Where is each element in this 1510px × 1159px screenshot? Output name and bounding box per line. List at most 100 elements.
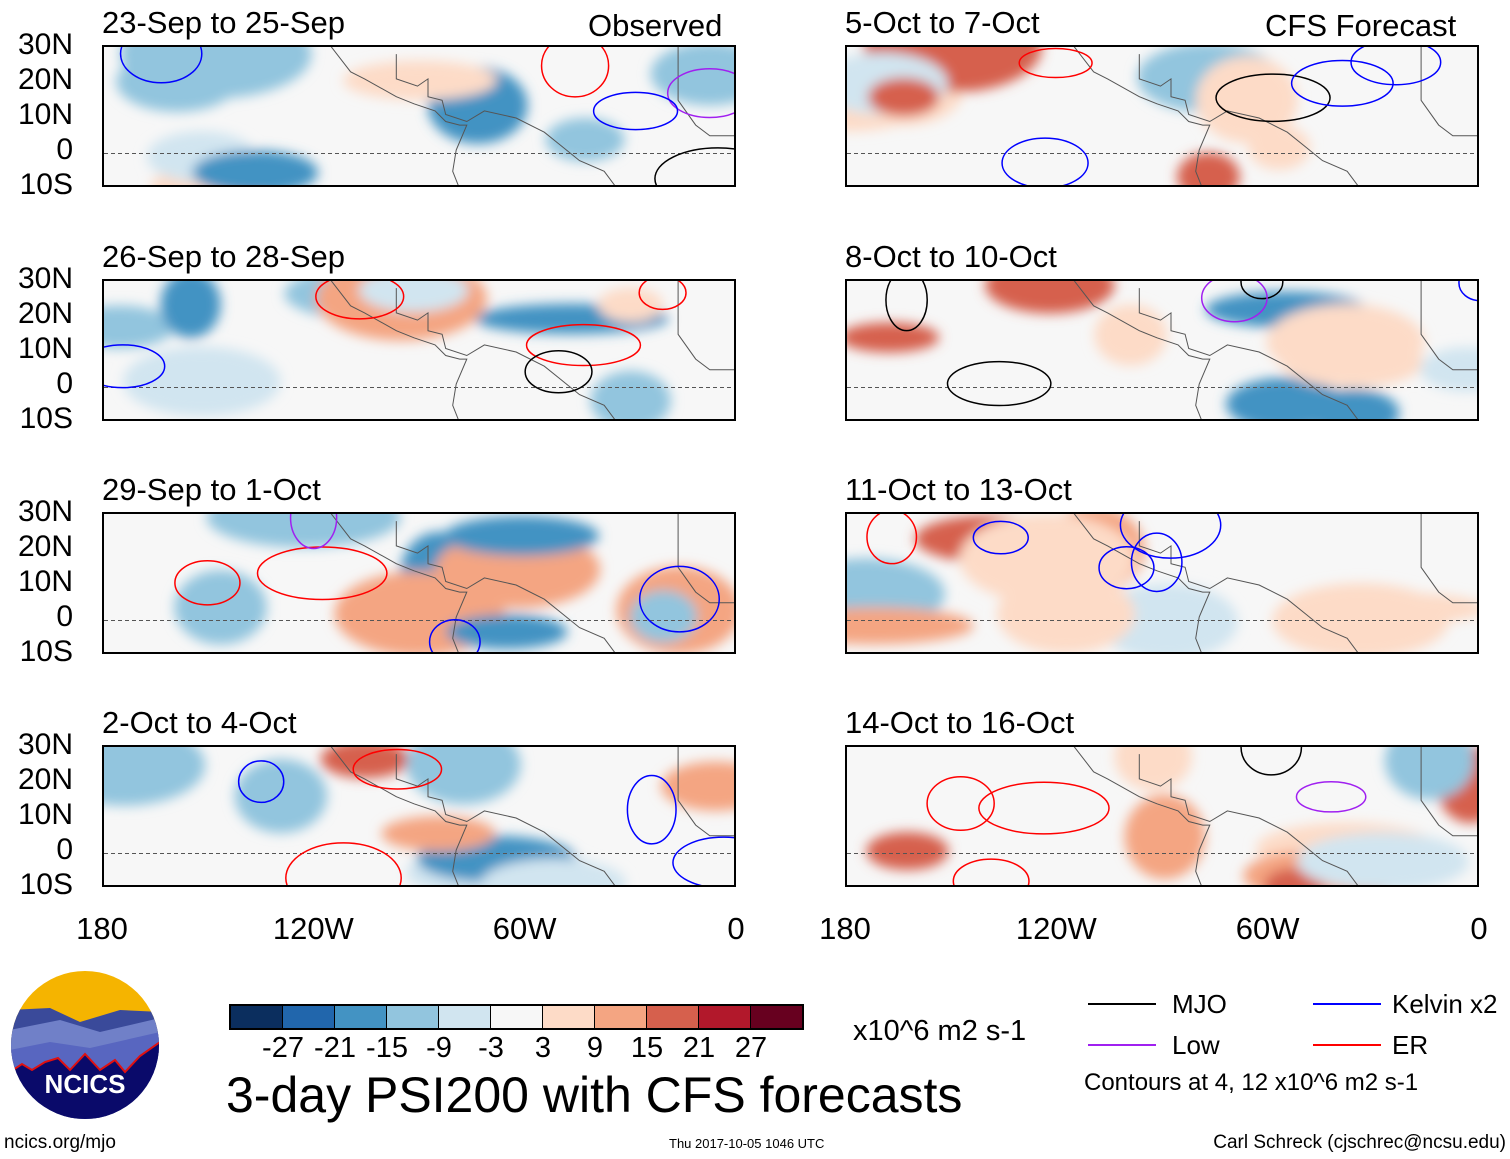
anomaly-blob <box>120 47 312 99</box>
contour <box>289 514 338 550</box>
coastline <box>1420 514 1477 604</box>
lat-label: 30N <box>17 728 73 761</box>
colorbar-tick: -21 <box>314 1032 356 1064</box>
contour <box>1240 281 1284 300</box>
lat-label: 20N <box>17 297 73 330</box>
contour <box>638 281 687 311</box>
panel-title: 2-Oct to 4-Oct <box>102 705 297 740</box>
contours-note: Contours at 4, 12 x10^6 m2 s-1 <box>1084 1069 1419 1096</box>
map-panel-forecast-3 <box>845 512 1479 654</box>
footer-credit: Carl Schreck (cjschrec@ncsu.edu) <box>1213 1132 1506 1153</box>
colorbar-swatch <box>751 1006 802 1028</box>
contour <box>540 47 610 98</box>
observed-label: Observed <box>588 8 723 43</box>
anomaly-blob <box>629 590 698 643</box>
figure-title: 3-day PSI200 with CFS forecasts <box>226 1067 963 1123</box>
anomaly-blob <box>545 117 625 162</box>
anomaly-blob <box>234 759 328 833</box>
legend-er-line <box>1313 1044 1381 1046</box>
coastline <box>395 521 616 652</box>
colorbar-tick: 15 <box>630 1032 664 1064</box>
contour <box>972 520 1029 555</box>
footer-url[interactable]: ncics.org/mjo <box>4 1132 116 1153</box>
panel-title: 29-Sep to 1-Oct <box>102 472 321 507</box>
anomaly-blob <box>866 832 949 871</box>
coastline <box>395 54 616 185</box>
colorbar-swatch <box>491 1006 543 1028</box>
ncics-logo: NCICS <box>11 971 159 1119</box>
contour <box>666 68 734 119</box>
anomaly-blob <box>1384 747 1475 800</box>
lat-label: 10S <box>19 168 73 201</box>
contour <box>1295 780 1367 813</box>
lat-label: 10S <box>19 868 73 901</box>
coastline <box>1138 288 1359 419</box>
anomaly-blob <box>1114 747 1192 791</box>
colorbar-swatch <box>335 1006 387 1028</box>
anomaly-blob <box>343 60 498 101</box>
anomaly-blob <box>358 281 469 313</box>
anomaly-blob <box>104 305 175 349</box>
timestamp: Thu 2017-10-05 1046 UTC <box>669 1136 825 1151</box>
anomaly-blob <box>1296 832 1469 885</box>
legend-kelvin: Kelvin x2 <box>1392 989 1498 1019</box>
contour <box>654 147 734 185</box>
anomaly-blob <box>104 747 206 806</box>
lat-label: 30N <box>17 262 73 295</box>
contour <box>285 842 402 885</box>
lat-label: 0 <box>56 600 73 633</box>
contour <box>256 546 388 601</box>
coastline <box>677 47 734 137</box>
panel-title: 26-Sep to 28-Sep <box>102 239 346 274</box>
map-panel-forecast-4 <box>845 745 1479 887</box>
contour <box>524 350 593 394</box>
anomaly-blob <box>1124 794 1206 880</box>
anomaly-blob <box>1096 583 1238 652</box>
anomaly-blob <box>1248 125 1311 170</box>
lon-label: 60W <box>492 911 557 946</box>
anomaly-blob <box>847 322 940 353</box>
lat-label: 20N <box>17 763 73 796</box>
contour <box>1098 545 1155 590</box>
contour <box>1215 73 1331 123</box>
legend-kelvin-line <box>1313 1003 1381 1005</box>
anomaly-blob <box>160 281 221 339</box>
panel-title: 5-Oct to 7-Oct <box>845 5 1040 40</box>
coastline <box>395 754 616 885</box>
anomaly-blob <box>445 614 568 650</box>
contour <box>885 281 928 332</box>
anomaly-blob <box>123 346 281 417</box>
contour <box>525 323 642 367</box>
contour <box>1001 137 1089 185</box>
colorbar-swatch <box>231 1006 283 1028</box>
colorbar-tick: -9 <box>426 1032 452 1064</box>
anomaly-blob <box>985 281 1115 314</box>
lat-label: 0 <box>56 133 73 166</box>
anomaly-blob <box>597 287 664 323</box>
colorbar-tick: -3 <box>478 1032 504 1064</box>
map-panel-observed-2 <box>102 279 736 421</box>
panel-title: 14-Oct to 16-Oct <box>845 705 1075 740</box>
colorbar-swatch <box>595 1006 647 1028</box>
anomaly-blob <box>590 370 671 419</box>
lat-label: 10S <box>19 402 73 435</box>
contour <box>174 560 241 606</box>
forecast-label: CFS Forecast <box>1265 8 1457 43</box>
colorbar-tick: 9 <box>586 1032 604 1064</box>
lat-label: 0 <box>56 367 73 400</box>
colorbar <box>229 1004 804 1030</box>
contour <box>1200 281 1268 323</box>
lon-label: 0 <box>1470 911 1488 946</box>
anomaly-blob <box>1094 304 1167 366</box>
colorbar-tick: 3 <box>534 1032 552 1064</box>
contour <box>237 760 285 804</box>
anomaly-blob <box>1177 152 1240 185</box>
contour <box>952 858 1030 885</box>
lon-label: 120W <box>272 911 354 946</box>
lat-label: 30N <box>17 495 73 528</box>
lon-label: 60W <box>1235 911 1300 946</box>
contour <box>104 344 166 389</box>
lat-label: 10N <box>17 798 73 831</box>
coastline <box>1138 754 1359 885</box>
